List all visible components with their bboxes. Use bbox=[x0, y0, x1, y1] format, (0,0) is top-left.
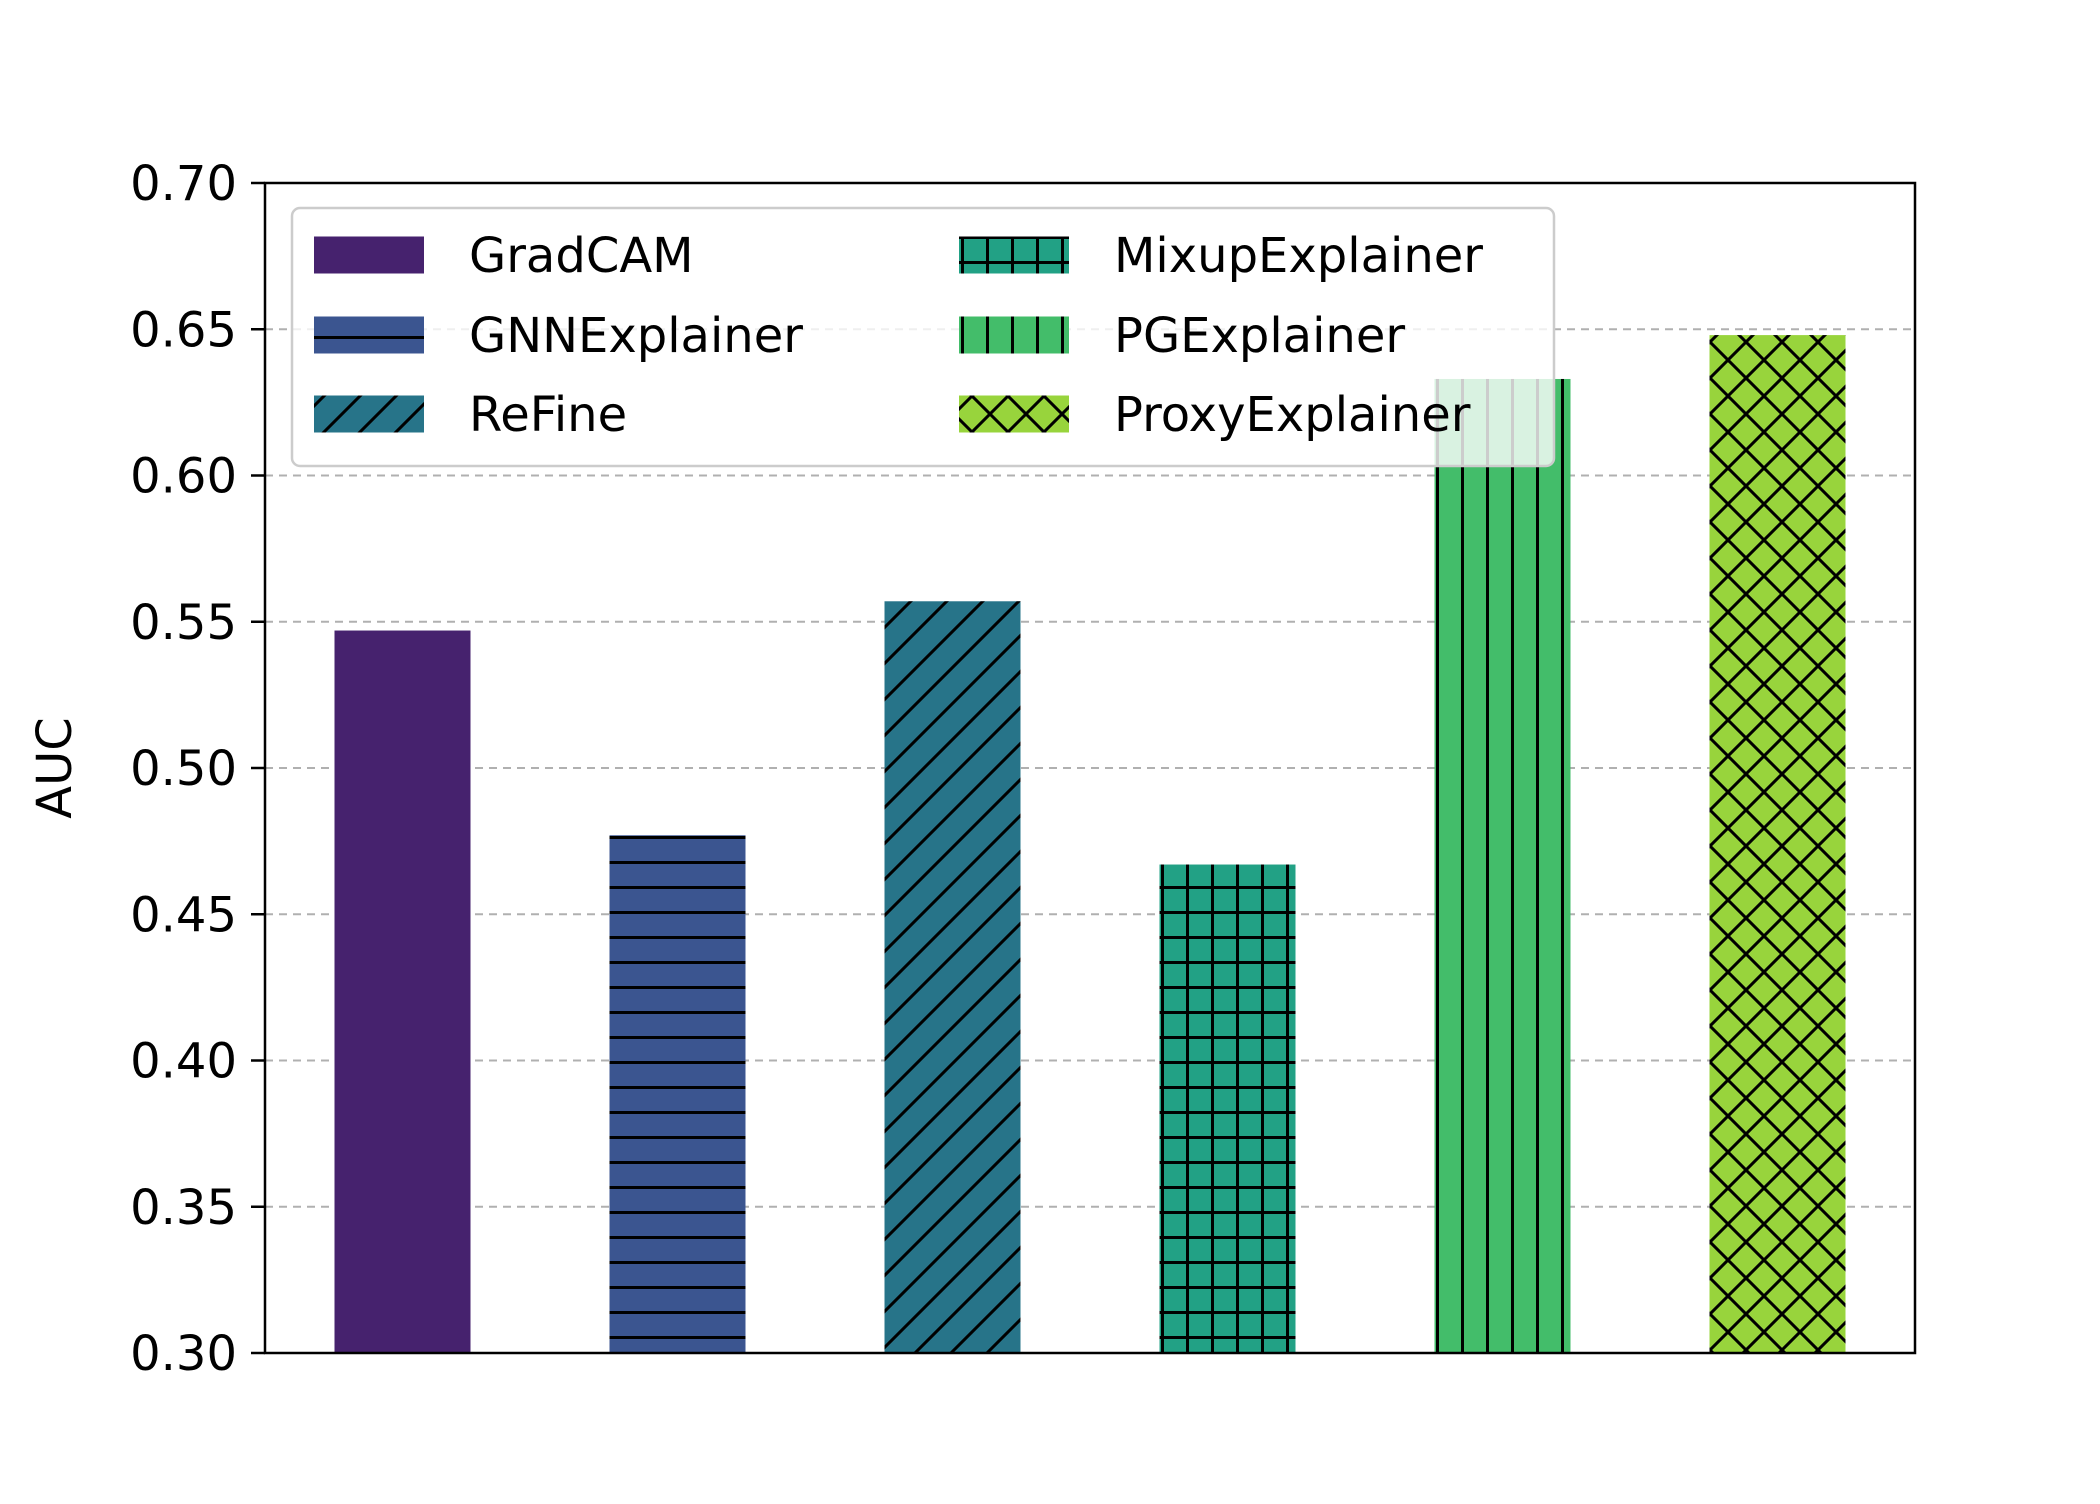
legend-item-gradcam: GradCAM bbox=[314, 228, 694, 284]
legend-label: ReFine bbox=[469, 387, 627, 443]
bar-hatch bbox=[609, 835, 746, 1353]
y-tick-label: 0.35 bbox=[130, 1180, 237, 1236]
y-tick-label: 0.60 bbox=[130, 449, 237, 505]
legend-swatch-hatch bbox=[314, 316, 424, 354]
bar-mixupexplainer bbox=[1159, 864, 1296, 1353]
legend-item-pgexplainer: PGExplainer bbox=[959, 308, 1405, 364]
bar-hatch bbox=[1709, 335, 1846, 1354]
bar-fill bbox=[334, 630, 471, 1353]
bar-hatch bbox=[1434, 378, 1571, 1354]
legend: GradCAM GNNExplainer ReFine MixupExplainer P… bbox=[290, 206, 1556, 468]
legend-item-mixupexplainer: MixupExplainer bbox=[959, 228, 1483, 284]
y-axis-label: AUC bbox=[27, 717, 83, 818]
y-tick-label: 0.65 bbox=[130, 302, 237, 358]
legend-label: ProxyExplainer bbox=[1114, 387, 1471, 443]
y-tick-label: 0.30 bbox=[130, 1326, 237, 1382]
legend-label: MixupExplainer bbox=[1114, 228, 1483, 284]
bar-proxyexplainer bbox=[1709, 335, 1846, 1354]
bar-hatch bbox=[884, 601, 1021, 1353]
bar-refine bbox=[884, 601, 1021, 1353]
y-tick-label: 0.50 bbox=[130, 741, 237, 797]
y-axis-ticks: 0.30 0.35 0.40 0.45 0.50 0.55 0.60 0.65 0.70 bbox=[130, 156, 265, 1382]
legend-swatch-hatch bbox=[959, 395, 1069, 433]
legend-item-refine: ReFine bbox=[314, 387, 627, 443]
y-tick-label: 0.45 bbox=[130, 887, 237, 943]
legend-label: PGExplainer bbox=[1114, 308, 1405, 364]
legend-label: GNNExplainer bbox=[469, 308, 803, 364]
y-tick-label: 0.70 bbox=[130, 156, 237, 212]
legend-item-proxyexplainer: ProxyExplainer bbox=[959, 387, 1471, 443]
y-tick-label: 0.55 bbox=[130, 595, 237, 651]
bars bbox=[334, 335, 1846, 1354]
legend-box bbox=[290, 206, 1556, 468]
bar-gradcam bbox=[334, 630, 471, 1353]
bar-gnnexplainer bbox=[609, 835, 746, 1353]
legend-swatch-hatch bbox=[959, 236, 1069, 274]
legend-item-gnnexplainer: GNNExplainer bbox=[314, 308, 803, 364]
legend-label: GradCAM bbox=[469, 228, 694, 284]
legend-swatch-hatch bbox=[314, 395, 424, 433]
legend-swatch-hatch bbox=[959, 316, 1069, 354]
y-tick-label: 0.40 bbox=[130, 1034, 237, 1090]
bar-pgexplainer bbox=[1434, 378, 1571, 1354]
bar-hatch bbox=[1159, 864, 1296, 1353]
legend-swatch bbox=[314, 236, 424, 274]
